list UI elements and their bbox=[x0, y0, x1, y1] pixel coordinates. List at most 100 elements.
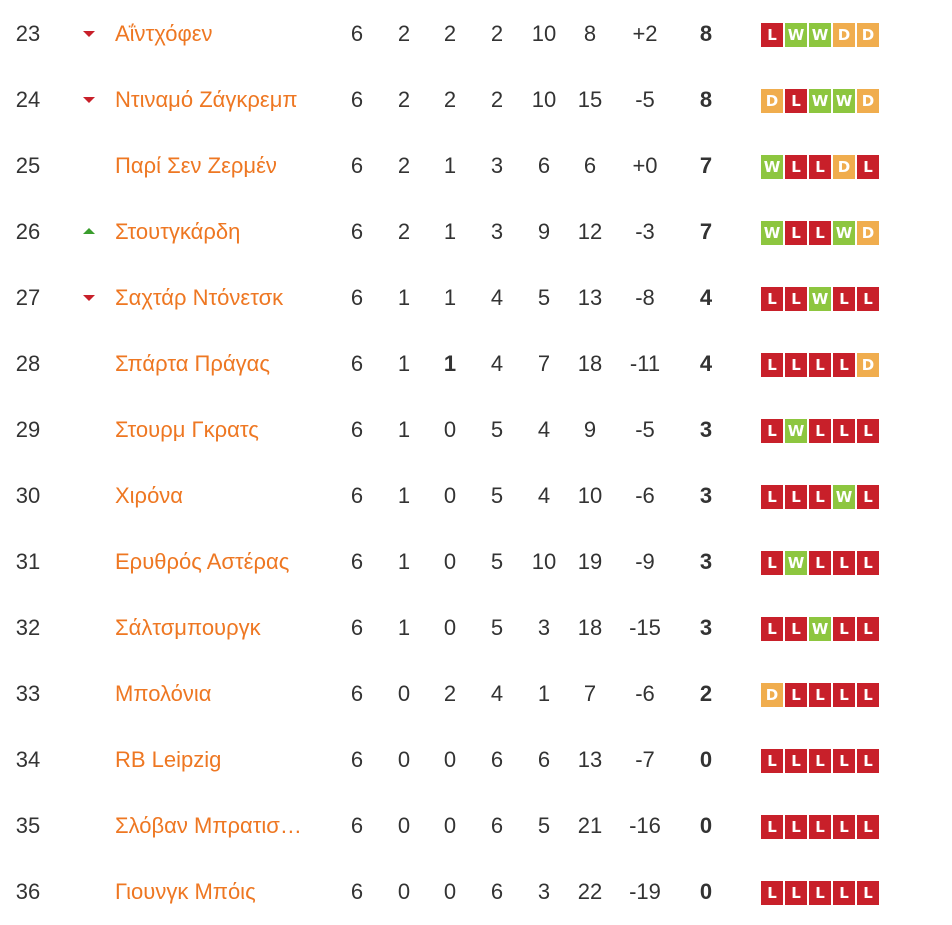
form-badge[interactable]: D bbox=[857, 89, 879, 113]
team-name-link[interactable]: Σπάρτα Πράγας bbox=[115, 351, 270, 376]
form-badge[interactable]: L bbox=[833, 617, 855, 641]
form-badge[interactable]: L bbox=[857, 815, 879, 839]
form-badge[interactable]: L bbox=[833, 881, 855, 905]
form-badge[interactable]: W bbox=[833, 221, 855, 245]
form-badge[interactable]: L bbox=[809, 155, 831, 179]
form-badge[interactable]: L bbox=[809, 683, 831, 707]
losses-cell: 5 bbox=[490, 549, 504, 574]
team-name-link[interactable]: Μπολόνια bbox=[115, 681, 212, 706]
form-badge[interactable]: L bbox=[857, 419, 879, 443]
form-badge[interactable]: D bbox=[857, 23, 879, 47]
form-badge[interactable]: L bbox=[833, 287, 855, 311]
form-badge[interactable]: D bbox=[857, 353, 879, 377]
form-badge[interactable]: D bbox=[833, 23, 855, 47]
form-badge[interactable]: L bbox=[857, 749, 879, 773]
form-badge[interactable]: L bbox=[785, 749, 807, 773]
form-badge[interactable]: L bbox=[761, 617, 783, 641]
form-badge[interactable]: L bbox=[761, 881, 783, 905]
team-name-link[interactable]: Σάλτσμπουργκ bbox=[115, 615, 261, 640]
form-badge[interactable]: W bbox=[785, 419, 807, 443]
form-badge[interactable]: W bbox=[761, 155, 783, 179]
form-badge[interactable]: L bbox=[857, 683, 879, 707]
form-badge[interactable]: L bbox=[857, 485, 879, 509]
points-cell: 7 bbox=[699, 219, 713, 244]
form-badge[interactable]: W bbox=[785, 551, 807, 575]
form-badge[interactable]: L bbox=[761, 353, 783, 377]
team-name-link[interactable]: Χιρόνα bbox=[115, 483, 184, 508]
form-badge[interactable]: L bbox=[761, 749, 783, 773]
team-name-link[interactable]: Σαχτάρ Ντόνετσκ bbox=[115, 285, 284, 310]
form-badge[interactable]: W bbox=[809, 23, 831, 47]
form-badge[interactable]: L bbox=[785, 485, 807, 509]
position-cell: 31 bbox=[15, 549, 41, 574]
form-badge[interactable]: L bbox=[833, 683, 855, 707]
form-badge[interactable]: L bbox=[833, 749, 855, 773]
form-badge[interactable]: D bbox=[761, 89, 783, 113]
trend-cell bbox=[80, 1, 100, 67]
form-badge[interactable]: W bbox=[833, 89, 855, 113]
form-badge[interactable]: L bbox=[785, 155, 807, 179]
draws-cell: 0 bbox=[443, 417, 457, 442]
form-badge[interactable]: L bbox=[761, 485, 783, 509]
form-badge[interactable]: L bbox=[785, 287, 807, 311]
trend-down-icon bbox=[83, 31, 95, 37]
form-badge[interactable]: L bbox=[809, 221, 831, 245]
form-badge[interactable]: L bbox=[785, 221, 807, 245]
wins-cell: 1 bbox=[397, 417, 411, 442]
form-badge[interactable]: D bbox=[833, 155, 855, 179]
form-badge[interactable]: W bbox=[785, 23, 807, 47]
form-badge[interactable]: L bbox=[785, 89, 807, 113]
form-badge[interactable]: L bbox=[857, 287, 879, 311]
form-badge[interactable]: W bbox=[809, 89, 831, 113]
team-name-link[interactable]: Παρί Σεν Ζερμέν bbox=[115, 153, 277, 178]
form-badge[interactable]: L bbox=[809, 353, 831, 377]
team-name-link[interactable]: Στουτγκάρδη bbox=[115, 219, 241, 244]
form-badge[interactable]: W bbox=[809, 617, 831, 641]
form-badge[interactable]: D bbox=[857, 221, 879, 245]
form-badge[interactable]: L bbox=[785, 881, 807, 905]
form-badge[interactable]: L bbox=[761, 419, 783, 443]
form-badge[interactable]: L bbox=[857, 617, 879, 641]
form-badge[interactable]: L bbox=[761, 287, 783, 311]
form-badge[interactable]: L bbox=[857, 155, 879, 179]
position-cell: 34 bbox=[15, 747, 41, 772]
trend-cell bbox=[80, 661, 100, 727]
position-cell: 23 bbox=[15, 21, 41, 46]
team-name-link[interactable]: Στουρμ Γκρατς bbox=[115, 417, 259, 442]
form-badge[interactable]: L bbox=[857, 551, 879, 575]
form-badge[interactable]: L bbox=[809, 485, 831, 509]
team-name-link[interactable]: Ερυθρός Αστέρας bbox=[115, 549, 290, 574]
played-cell: 6 bbox=[350, 813, 364, 838]
form-badge[interactable]: L bbox=[785, 617, 807, 641]
form-badge[interactable]: L bbox=[809, 419, 831, 443]
team-name-link[interactable]: Ντιναμό Ζάγκρεμπ bbox=[115, 87, 298, 112]
wins-cell: 1 bbox=[397, 351, 411, 376]
form-badge[interactable]: L bbox=[809, 551, 831, 575]
form-badge[interactable]: L bbox=[833, 419, 855, 443]
form-badge[interactable]: L bbox=[809, 749, 831, 773]
form-badge[interactable]: L bbox=[761, 551, 783, 575]
form-badge[interactable]: W bbox=[833, 485, 855, 509]
team-name-link[interactable]: Σλόβαν Μπρατισ… bbox=[115, 813, 302, 838]
form-badge[interactable]: L bbox=[785, 353, 807, 377]
form-badge[interactable]: W bbox=[761, 221, 783, 245]
form-badge[interactable]: L bbox=[857, 881, 879, 905]
form-badge[interactable]: L bbox=[833, 551, 855, 575]
form-badge[interactable]: W bbox=[809, 287, 831, 311]
form-badge[interactable]: L bbox=[833, 815, 855, 839]
form-badge[interactable]: L bbox=[809, 815, 831, 839]
form-badge[interactable]: L bbox=[761, 23, 783, 47]
form-badge[interactable]: L bbox=[785, 683, 807, 707]
form-badge[interactable]: L bbox=[833, 353, 855, 377]
form-badge[interactable]: L bbox=[785, 815, 807, 839]
form-badge[interactable]: L bbox=[761, 815, 783, 839]
points-cell: 8 bbox=[699, 87, 713, 112]
form-badge[interactable]: D bbox=[761, 683, 783, 707]
team-name-link[interactable]: Γιουνγκ Μπόις bbox=[115, 879, 256, 904]
form-badge[interactable]: L bbox=[809, 881, 831, 905]
team-name-link[interactable]: RB Leipzig bbox=[115, 747, 222, 772]
wins-cell: 1 bbox=[397, 615, 411, 640]
losses-cell: 3 bbox=[490, 153, 504, 178]
team-name-link[interactable]: Αΐντχόφεν bbox=[115, 21, 213, 46]
